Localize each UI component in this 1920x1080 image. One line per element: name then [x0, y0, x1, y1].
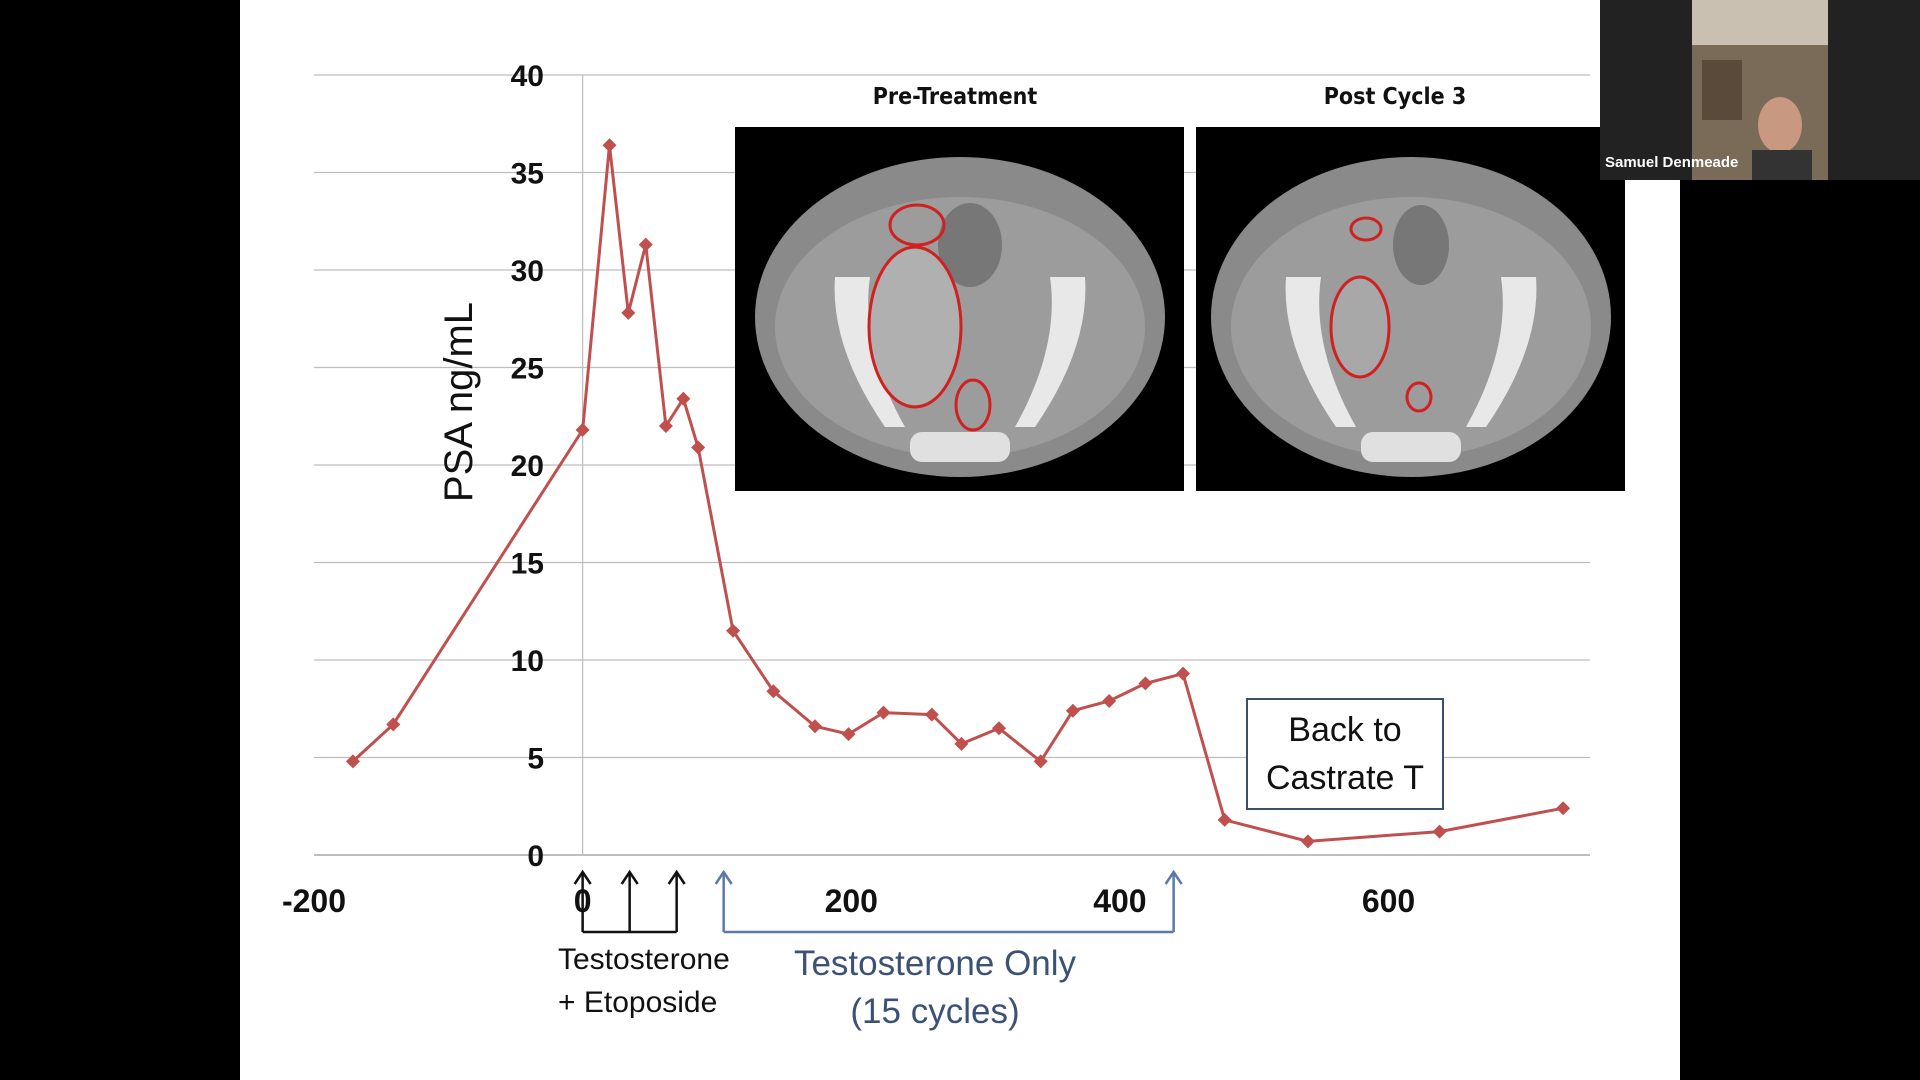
psa-data-point	[726, 623, 741, 638]
y-tick-label: 15	[511, 548, 544, 581]
y-tick-label: 20	[511, 450, 544, 483]
treatment-label-2-line-2: (15 cycles)	[850, 992, 1020, 1031]
y-tick-label: 40	[511, 60, 544, 93]
y-tick-label: 30	[511, 255, 544, 288]
ct-scan-pre-treatment	[735, 127, 1184, 491]
y-axis-ticks: 0 5 10 15 20 25 30 35 40	[511, 60, 544, 873]
psa-data-point	[841, 727, 856, 742]
psa-data-point	[676, 391, 691, 406]
x-axis-ticks: -2000200400600	[282, 883, 1415, 919]
back-to-castrate-callout: Back to Castrate T	[1246, 698, 1444, 810]
y-tick-label: 25	[511, 353, 544, 386]
callout-line-1: Back to	[1288, 711, 1402, 749]
psa-data-point	[807, 719, 822, 734]
psa-data-point	[1138, 676, 1153, 691]
x-tick-label: -200	[282, 883, 346, 919]
x-tick-label: 200	[825, 883, 878, 919]
image-title-pre: Pre-Treatment	[872, 84, 1038, 110]
treatment-label-1-line-2: + Etoposide	[558, 986, 718, 1019]
psa-series	[345, 138, 1571, 849]
black-treatment-arrow-head	[667, 869, 686, 885]
ct-scan-post-image	[1211, 157, 1611, 477]
x-tick-label: 600	[1362, 883, 1415, 919]
treatment-label-1-line-1: Testosterone	[558, 943, 730, 976]
psa-data-point	[1556, 801, 1571, 816]
psa-data-point	[345, 754, 360, 769]
psa-data-point	[1217, 812, 1232, 827]
participant-video-tile[interactable]: Samuel Denmeade	[1600, 0, 1920, 180]
psa-data-point	[1176, 666, 1191, 681]
ct-scan-post-cycle-3	[1196, 127, 1625, 491]
blue-treatment-arrow-head	[1164, 869, 1183, 885]
psa-data-point	[1300, 834, 1315, 849]
x-tick-label: 400	[1093, 883, 1146, 919]
psa-data-point	[1065, 703, 1080, 718]
participant-avatar	[1692, 0, 1828, 180]
testosterone-only-label: Testosterone Only (15 cycles)	[770, 940, 1100, 1036]
psa-data-point	[1102, 693, 1117, 708]
psa-data-point	[766, 684, 781, 699]
psa-series-line	[351, 145, 1564, 843]
black-treatment-arrow-head	[573, 869, 592, 885]
participant-name-label: Samuel Denmeade	[1605, 154, 1739, 171]
psa-data-point	[386, 717, 401, 732]
psa-data-point	[1432, 824, 1447, 839]
psa-data-point	[1033, 754, 1048, 769]
blue-treatment-arrow-head	[714, 869, 733, 885]
black-treatment-arrow-head	[620, 869, 639, 885]
y-tick-label: 5	[527, 743, 544, 776]
callout-line-2: Castrate T	[1265, 759, 1425, 797]
y-tick-label: 0	[527, 840, 544, 873]
participant-video-feed	[1692, 0, 1828, 180]
y-axis-label: PSA ng/mL	[437, 302, 481, 502]
ct-scan-pre-image	[755, 157, 1165, 477]
image-title-post: Post Cycle 3	[1323, 84, 1467, 110]
psa-data-point	[924, 707, 939, 722]
treatment-arrows	[573, 869, 1183, 934]
psa-data-point	[691, 440, 706, 455]
y-tick-label: 35	[511, 158, 544, 191]
psa-data-point	[876, 705, 891, 720]
psa-data-point	[658, 419, 673, 433]
psa-data-point	[638, 237, 653, 252]
psa-data-point	[621, 305, 636, 320]
psa-data-point	[954, 736, 969, 751]
y-tick-label: 10	[511, 645, 544, 678]
psa-data-point	[575, 422, 590, 437]
treatment-label-2-line-1: Testosterone Only	[793, 944, 1077, 983]
psa-data-point	[602, 138, 617, 153]
psa-data-point	[992, 721, 1007, 736]
testosterone-etoposide-label: Testosterone + Etoposide	[558, 938, 730, 1024]
